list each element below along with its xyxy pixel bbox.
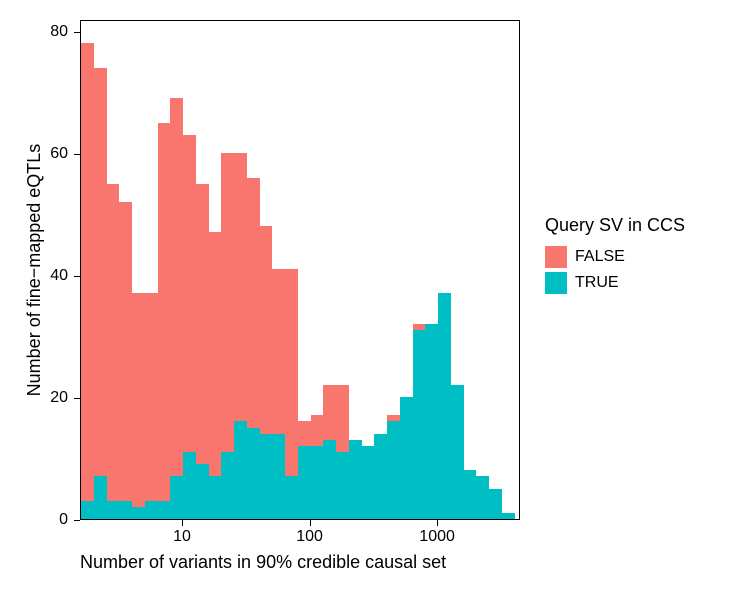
bar-true <box>451 385 464 519</box>
bar-true <box>400 397 413 519</box>
bar-false <box>145 293 158 519</box>
bar-true <box>349 440 362 519</box>
bar-true <box>221 452 234 519</box>
legend-item: FALSE <box>545 246 685 268</box>
bar-true <box>209 476 222 519</box>
legend: Query SV in CCS FALSE TRUE <box>545 215 685 298</box>
bar-true <box>311 446 324 519</box>
bar-false <box>81 43 94 519</box>
bar-true <box>425 324 438 519</box>
bar-true <box>170 476 183 519</box>
bar-true <box>81 501 94 519</box>
bar-false <box>158 123 171 519</box>
bar-true <box>132 507 145 519</box>
bar-true <box>464 470 477 519</box>
legend-items: FALSE TRUE <box>545 246 685 294</box>
x-tick-label: 10 <box>173 528 191 546</box>
y-tick-mark <box>74 520 80 521</box>
bar-true <box>362 446 375 519</box>
bar-true <box>489 489 502 519</box>
y-tick-mark <box>74 276 80 277</box>
y-tick-mark <box>74 32 80 33</box>
bar-true <box>183 452 196 519</box>
bar-true <box>374 434 387 519</box>
legend-swatch <box>545 272 567 294</box>
bar-true <box>298 446 311 519</box>
bar-true <box>438 293 451 519</box>
bar-false <box>170 98 183 519</box>
bar-false <box>119 202 132 519</box>
bar-true <box>260 434 273 519</box>
y-axis-title: Number of fine−mapped eQTLs <box>24 20 45 520</box>
y-tick-mark <box>74 154 80 155</box>
bar-false <box>132 293 145 519</box>
x-tick-label: 1000 <box>419 528 455 546</box>
legend-swatch <box>545 246 567 268</box>
legend-label: TRUE <box>575 274 619 292</box>
legend-title: Query SV in CCS <box>545 215 685 236</box>
x-axis-title: Number of variants in 90% credible causa… <box>80 552 520 573</box>
legend-label: FALSE <box>575 248 625 266</box>
bar-false <box>94 68 107 519</box>
bar-true <box>336 452 349 519</box>
bar-true <box>476 476 489 519</box>
bar-true <box>158 501 171 519</box>
bar-true <box>234 421 247 519</box>
bar-true <box>247 428 260 519</box>
bar-true <box>107 501 120 519</box>
x-tick-mark <box>182 520 183 526</box>
bar-true <box>387 421 400 519</box>
chart-figure: 101001000 020406080 Number of variants i… <box>0 0 750 600</box>
x-tick-label: 100 <box>296 528 323 546</box>
bar-true <box>119 501 132 519</box>
bars-container <box>81 21 519 519</box>
bar-true <box>502 513 515 519</box>
bar-true <box>323 440 336 519</box>
bar-true <box>272 434 285 519</box>
x-tick-mark <box>310 520 311 526</box>
bar-true <box>94 476 107 519</box>
bar-false <box>107 184 120 519</box>
bar-true <box>413 330 426 519</box>
x-tick-mark <box>437 520 438 526</box>
bar-true <box>285 476 298 519</box>
bar-true <box>145 501 158 519</box>
bar-true <box>196 464 209 519</box>
y-tick-mark <box>74 398 80 399</box>
plot-area <box>80 20 520 520</box>
legend-item: TRUE <box>545 272 685 294</box>
